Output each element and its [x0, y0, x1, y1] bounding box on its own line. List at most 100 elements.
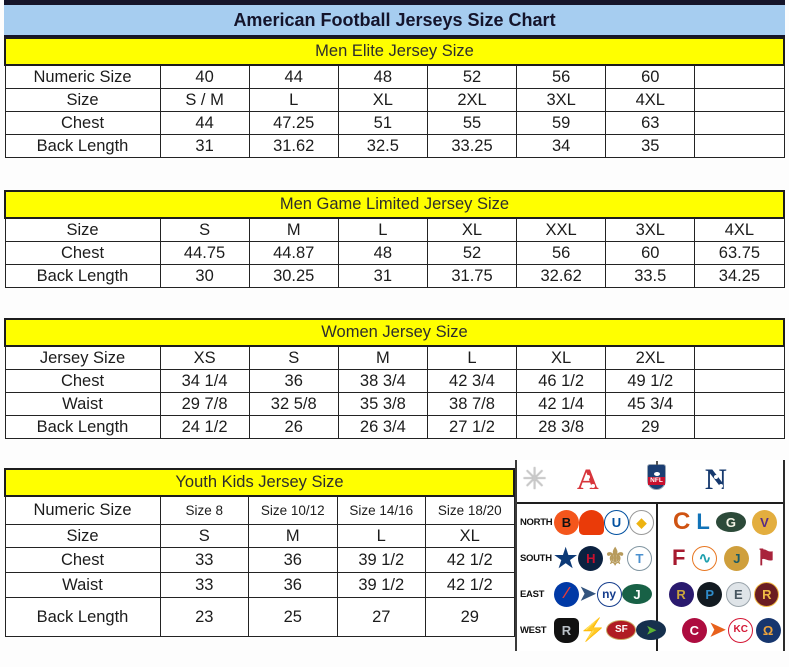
size-chart-sheet: American Football Jerseys Size Chart Men… — [0, 0, 789, 651]
bengals-logo: B — [554, 509, 579, 535]
row-label: Size — [4, 524, 161, 548]
table-row: Size S M L XL XXL 3XL 4XL — [4, 217, 785, 242]
size-cell: 4XL — [694, 217, 785, 242]
size-cell: 40 — [159, 64, 250, 89]
size-cell — [694, 369, 785, 393]
table-row: Numeric Size 40 44 48 52 56 60 — [4, 64, 785, 89]
chargers-logo: ⚡ — [579, 617, 607, 642]
nfc-logos: F ∿ J ⚑ — [657, 545, 783, 571]
lions-logo: L — [696, 509, 710, 534]
starburst-icon: ✳ — [522, 463, 548, 496]
size-cell: Size 8 — [159, 495, 249, 525]
size-cell: 29 — [605, 415, 696, 439]
nfl-shield-text: NFL — [648, 477, 665, 485]
eagles-logo: E — [725, 581, 751, 607]
size-cell: 30.25 — [248, 264, 339, 288]
bills-logo: ∕ — [554, 581, 579, 607]
size-cell: 42 3/4 — [426, 369, 518, 393]
size-cell: 31 — [337, 264, 428, 288]
division-row: EAST ∕ ➤ ny J R P E R — [517, 576, 783, 612]
size-cell: XXL — [516, 217, 607, 242]
size-cell: 39 1/2 — [336, 572, 426, 598]
division-row: NORTH B U ◆ C L G V — [517, 504, 783, 540]
saints-logo: ⚜ — [604, 544, 626, 571]
row-label: Chest — [4, 111, 161, 135]
size-cell: 52 — [426, 241, 518, 265]
table-header-men-elite: Men Elite Jersey Size — [4, 37, 785, 66]
colts-logo: U — [604, 509, 629, 535]
size-cell: 63.75 — [694, 241, 785, 265]
row-label: Size — [4, 217, 161, 242]
size-cell: 45 3/4 — [605, 392, 696, 416]
size-cell: 23 — [159, 597, 249, 637]
size-cell: 36 — [248, 369, 339, 393]
row-label: Back Length — [4, 597, 161, 637]
size-cell: 47.25 — [248, 111, 339, 135]
size-cell: 60 — [605, 241, 696, 265]
size-cell: XL — [337, 88, 428, 112]
table-row: Chest 34 1/4 36 38 3/4 42 3/4 46 1/2 49 1/2 — [4, 369, 785, 393]
size-cell: S — [159, 217, 250, 242]
size-cell: XL — [516, 345, 607, 370]
size-tables-area: Men Elite Jersey Size Numeric Size 40 44 48 5… — [4, 37, 785, 439]
jets-logo: J — [621, 584, 652, 604]
cowboys-logo: ★ — [554, 543, 578, 573]
panthers-logo: P — [697, 581, 723, 607]
jaguars-logo: J — [724, 545, 750, 571]
size-cell: S — [159, 524, 249, 548]
size-cell: 42 1/4 — [516, 392, 607, 416]
size-cell: 34 — [516, 134, 607, 158]
cardinals-logo: C — [681, 617, 707, 643]
row-label: Numeric Size — [4, 64, 161, 89]
size-cell: 60 — [605, 64, 696, 89]
size-cell — [694, 88, 785, 112]
size-cell: 35 — [605, 134, 696, 158]
buccaneers-logo: ⚑ — [756, 545, 776, 570]
size-cell: 33.5 — [605, 264, 696, 288]
nfc-logo-icon: N — [705, 463, 727, 496]
table-header-men-game-limited: Men Game Limited Jersey Size — [4, 190, 785, 219]
size-cell: 56 — [516, 241, 607, 265]
table-women: Women Jersey Size Jersey Size XS S M L XL 2XL Ch… — [4, 318, 785, 439]
size-cell: 32.5 — [337, 134, 428, 158]
table-row: Back Length 24 1/2 26 26 3/4 27 1/2 28 3/8 29 — [4, 415, 785, 439]
afc-logos: R ⚡ SF ➤ — [554, 617, 671, 643]
row-label: Size — [4, 88, 161, 112]
size-cell: 25 — [248, 597, 338, 637]
division-row: SOUTH ★ H ⚜ T F ∿ J ⚑ — [517, 540, 783, 576]
size-cell: 27 1/2 — [426, 415, 518, 439]
table-header-women: Women Jersey Size — [4, 318, 785, 347]
division-label: SOUTH — [520, 552, 552, 564]
size-cell: S / M — [159, 88, 250, 112]
table-row: Back Length 23 25 27 29 — [4, 597, 515, 637]
table-row: Size S M L XL — [4, 524, 515, 548]
patriots-logo: ➤ — [579, 583, 597, 605]
size-cell: 29 7/8 — [159, 392, 250, 416]
size-cell: Size 18/20 — [425, 495, 515, 525]
table-row: Numeric Size Size 8 Size 10/12 Size 14/16 Si… — [4, 495, 515, 525]
size-cell: L — [426, 345, 518, 370]
size-cell: 49 1/2 — [605, 369, 696, 393]
table-men-game-limited: Men Game Limited Jersey Size Size S M L XL XXL… — [4, 190, 785, 288]
bottom-row: Youth Kids Jersey Size Numeric Size Size 8… — [4, 460, 785, 651]
broncos-logo: ➤ — [709, 619, 726, 641]
size-cell: 44.87 — [248, 241, 339, 265]
table-row: Chest 44.75 44.87 48 52 56 60 63.75 — [4, 241, 785, 265]
raiders-logo: R — [554, 617, 579, 643]
fortyniners-logo: SF — [606, 620, 637, 640]
texans-logo: H — [578, 545, 604, 571]
table-row: Jersey Size XS S M L XL 2XL — [4, 345, 785, 370]
division-label: WEST — [520, 624, 547, 636]
youth-table-slot: Youth Kids Jersey Size Numeric Size Size 8… — [4, 468, 515, 637]
size-cell: 46 1/2 — [516, 369, 607, 393]
browns-logo — [579, 509, 604, 535]
nfl-shield-icon: NFL — [647, 461, 666, 490]
division-label: NORTH — [520, 516, 553, 528]
size-cell: 31 — [159, 134, 250, 158]
nfl-logo-panel: ✳ A NFL N NORTH B U ◆ C L G V SOUTH ★ H ⚜ T F ∿ J ⚑ EAST ∕… — [515, 460, 785, 651]
table-row: Chest 44 47.25 51 55 59 63 — [4, 111, 785, 135]
size-cell: XS — [159, 345, 250, 370]
table-row: Back Length 30 30.25 31 31.75 32.62 33.5 34.25 — [4, 264, 785, 288]
size-cell: L — [248, 88, 339, 112]
